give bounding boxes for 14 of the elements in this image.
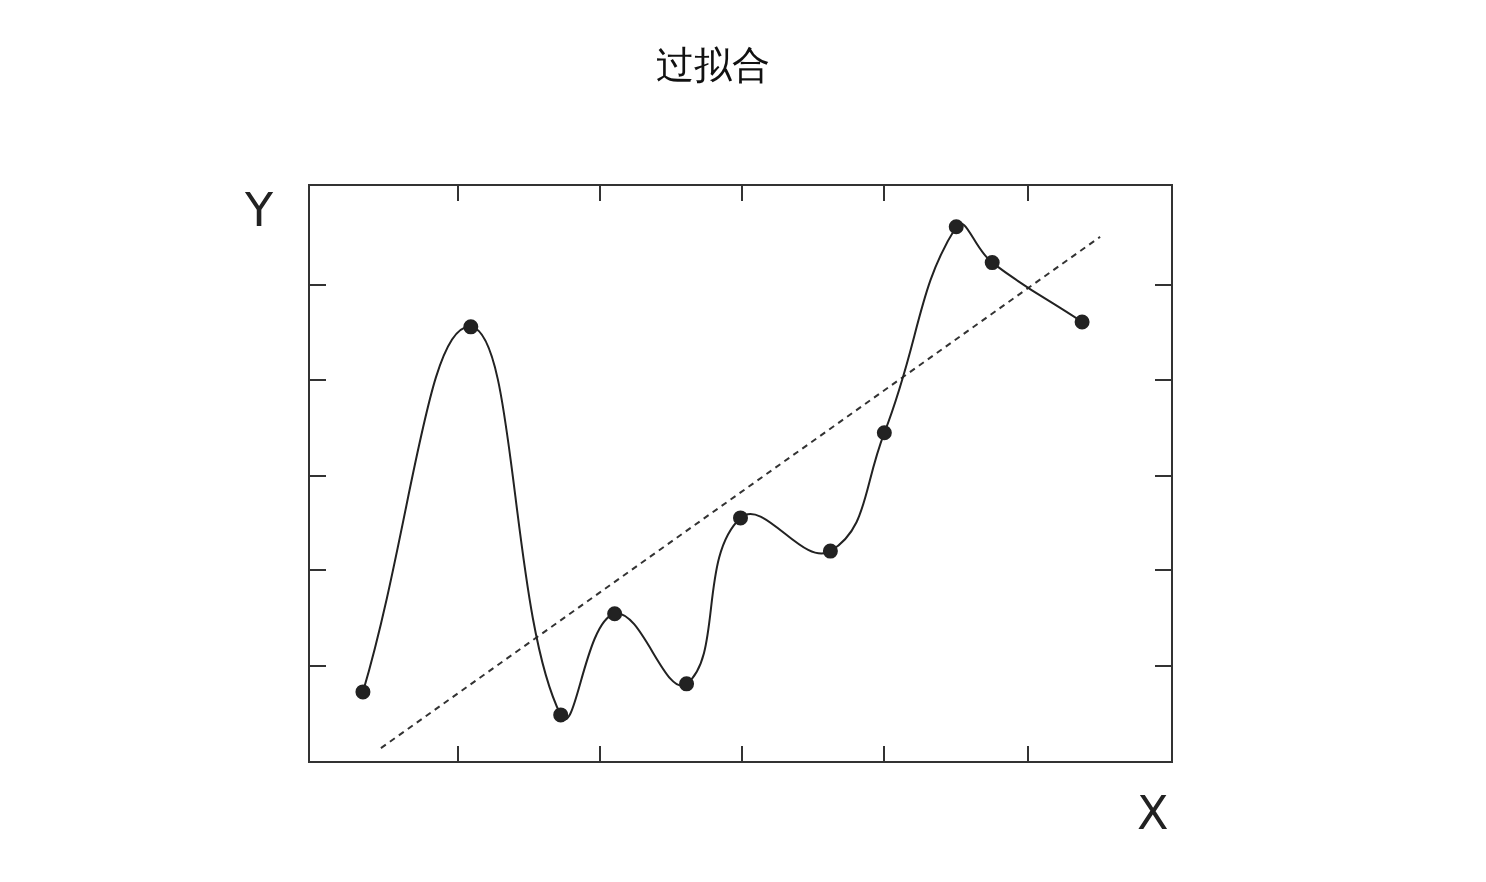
point [679,676,695,692]
y-axis-title: Y [245,183,274,237]
point [607,606,623,622]
point [733,510,748,526]
point [1074,314,1090,330]
point [822,543,838,559]
chart-title: 过拟合 [655,42,771,89]
point [876,425,892,441]
point [355,684,371,700]
x-axis-title: X [1137,786,1169,840]
point [948,219,964,235]
point [553,707,569,723]
point [984,255,1000,271]
point [463,319,479,335]
